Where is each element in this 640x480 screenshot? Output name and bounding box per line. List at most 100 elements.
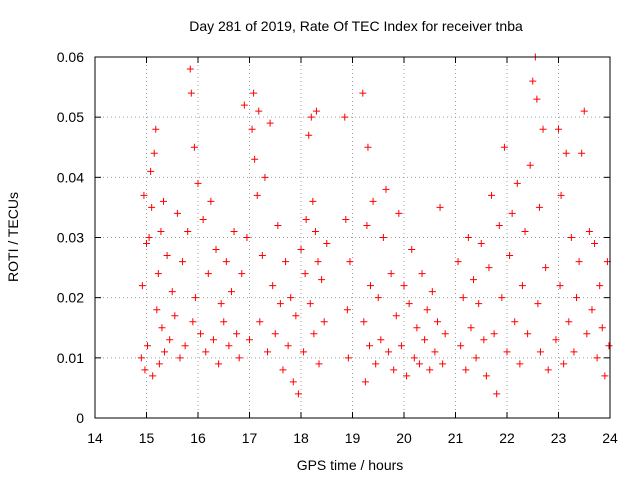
data-point bbox=[578, 149, 586, 157]
data-point bbox=[441, 330, 449, 338]
data-point bbox=[467, 324, 475, 332]
data-point bbox=[307, 113, 315, 121]
data-point bbox=[480, 336, 488, 344]
data-point bbox=[524, 330, 532, 338]
data-point bbox=[144, 342, 152, 350]
data-point bbox=[511, 318, 519, 326]
data-point bbox=[470, 276, 478, 284]
data-point bbox=[227, 288, 235, 296]
data-point bbox=[557, 191, 565, 199]
data-point bbox=[306, 300, 314, 308]
data-point bbox=[141, 366, 149, 374]
data-point bbox=[369, 197, 377, 205]
data-point bbox=[171, 312, 179, 320]
data-point bbox=[539, 125, 547, 133]
data-point bbox=[488, 191, 496, 199]
data-point bbox=[246, 336, 253, 344]
data-point bbox=[253, 191, 261, 199]
data-point bbox=[556, 282, 564, 290]
data-point bbox=[150, 149, 158, 157]
data-point bbox=[323, 240, 331, 248]
data-point bbox=[477, 240, 485, 248]
data-point bbox=[431, 348, 439, 356]
x-tick-label: 16 bbox=[190, 430, 206, 446]
plot-frame bbox=[94, 56, 611, 419]
y-tick-label: 0.02 bbox=[57, 290, 84, 306]
data-point bbox=[542, 264, 550, 272]
data-point bbox=[364, 143, 372, 151]
data-point bbox=[233, 330, 241, 338]
data-point bbox=[392, 312, 400, 320]
data-point bbox=[596, 282, 604, 290]
data-point bbox=[570, 348, 578, 356]
x-tick-label: 23 bbox=[551, 430, 567, 446]
data-point bbox=[158, 324, 166, 332]
data-point bbox=[300, 348, 308, 356]
data-point bbox=[297, 246, 305, 254]
y-tick-label: 0 bbox=[76, 410, 84, 426]
data-point bbox=[269, 282, 277, 290]
data-point bbox=[342, 215, 350, 223]
data-point bbox=[508, 209, 516, 217]
data-point bbox=[220, 318, 228, 326]
x-tick-label: 24 bbox=[602, 430, 618, 446]
data-point bbox=[605, 342, 613, 350]
data-point bbox=[415, 360, 423, 368]
data-point bbox=[199, 215, 207, 223]
data-point bbox=[360, 318, 368, 326]
data-point bbox=[230, 227, 238, 235]
data-point bbox=[359, 89, 367, 97]
data-point bbox=[255, 107, 263, 115]
data-point bbox=[413, 324, 421, 332]
data-point bbox=[343, 306, 351, 314]
data-point bbox=[215, 360, 223, 368]
data-point bbox=[261, 173, 269, 181]
data-point bbox=[562, 149, 570, 157]
data-points bbox=[137, 53, 613, 398]
y-axis-label: ROTI / TECUs bbox=[5, 192, 21, 282]
data-point bbox=[390, 366, 398, 374]
data-point bbox=[534, 300, 542, 308]
data-point bbox=[204, 270, 212, 278]
data-point bbox=[209, 336, 217, 344]
data-point bbox=[271, 330, 279, 338]
data-point bbox=[544, 366, 552, 374]
data-point bbox=[363, 221, 371, 229]
data-point bbox=[217, 300, 225, 308]
data-point bbox=[240, 101, 248, 109]
data-point bbox=[516, 360, 524, 368]
data-point bbox=[482, 372, 490, 380]
data-point bbox=[475, 300, 483, 308]
y-tick-label: 0.06 bbox=[57, 49, 84, 65]
data-point bbox=[365, 342, 373, 350]
data-point bbox=[302, 215, 310, 223]
data-point bbox=[181, 342, 189, 350]
data-point bbox=[464, 234, 472, 241]
data-point bbox=[405, 300, 413, 308]
data-point bbox=[149, 372, 157, 380]
data-point bbox=[560, 360, 568, 368]
data-point bbox=[147, 167, 155, 175]
data-point bbox=[410, 354, 418, 362]
data-point bbox=[311, 227, 319, 235]
data-point bbox=[583, 330, 591, 338]
data-point bbox=[382, 185, 390, 193]
data-point bbox=[454, 258, 462, 266]
data-point bbox=[387, 270, 395, 278]
data-point bbox=[194, 179, 202, 187]
data-point bbox=[320, 318, 328, 326]
data-point bbox=[377, 336, 385, 344]
data-point bbox=[292, 312, 300, 320]
data-point bbox=[166, 336, 174, 344]
data-point bbox=[593, 354, 601, 362]
data-point bbox=[513, 179, 521, 187]
data-point bbox=[585, 227, 593, 235]
x-tick-label: 21 bbox=[448, 430, 464, 446]
data-point bbox=[145, 234, 153, 241]
data-point bbox=[250, 89, 258, 97]
data-point bbox=[225, 342, 233, 350]
data-point bbox=[274, 221, 282, 229]
y-tick-label: 0.03 bbox=[57, 230, 84, 246]
data-point bbox=[535, 203, 543, 211]
